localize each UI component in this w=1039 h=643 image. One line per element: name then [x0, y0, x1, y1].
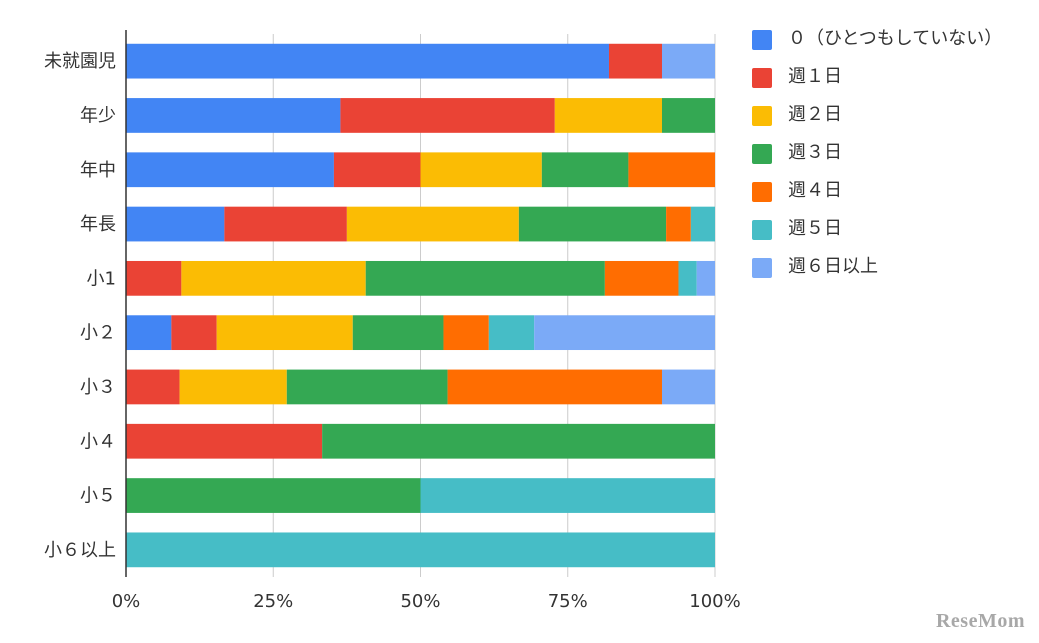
legend-item: 週２日: [752, 104, 1012, 126]
legend-swatch: [752, 68, 772, 88]
legend-item: 週６日以上: [752, 256, 1012, 278]
y-category-label: 小1: [87, 268, 116, 289]
bar-segment: [352, 315, 444, 351]
legend-swatch: [752, 258, 772, 278]
bar-segment: [541, 152, 629, 188]
legend-item: 週１日: [752, 66, 1012, 88]
legend-swatch: [752, 182, 772, 202]
bar-segment: [179, 369, 287, 405]
bar-segment: [126, 315, 172, 351]
y-category-label: 年中: [80, 160, 116, 181]
bar-segment: [661, 369, 715, 405]
legend-label: 週６日以上: [788, 256, 878, 277]
bar-segment: [286, 369, 448, 405]
legend-item: 週５日: [752, 218, 1012, 240]
x-tick-label: 100%: [689, 591, 740, 612]
bar-layer: [126, 43, 715, 568]
legend-label: 週３日: [788, 142, 842, 163]
y-category-label: 年少: [80, 105, 116, 126]
y-category-label: 小２: [80, 323, 116, 344]
y-category-label: 小５: [80, 486, 116, 507]
x-tick-label: 75%: [548, 591, 588, 612]
bar-segment: [126, 43, 609, 79]
legend-label: 週５日: [788, 218, 842, 239]
bar-segment: [661, 98, 715, 133]
bar-segment: [322, 423, 715, 459]
bar-segment: [126, 152, 334, 188]
bar-segment: [340, 98, 555, 133]
bar-segment: [126, 260, 182, 296]
bar-segment: [678, 260, 697, 296]
bar-segment: [604, 260, 679, 296]
bar-segment: [608, 43, 662, 79]
legend-swatch: [752, 144, 772, 164]
bar-segment: [181, 260, 366, 296]
bar-segment: [126, 98, 341, 133]
legend-label: 週４日: [788, 180, 842, 201]
bar-segment: [628, 152, 715, 188]
bar-segment: [126, 206, 225, 242]
legend-item: 週４日: [752, 180, 1012, 202]
bar-segment: [224, 206, 347, 242]
bar-segment: [126, 423, 323, 459]
legend-swatch: [752, 30, 772, 50]
legend-swatch: [752, 220, 772, 240]
bar-segment: [518, 206, 667, 242]
legend-label: 週１日: [788, 66, 842, 87]
legend: ０（ひとつもしていない） 週１日週２日週３日週４日週５日週６日以上: [752, 28, 1012, 294]
bar-segment: [690, 206, 715, 242]
x-tick-label: 0%: [112, 591, 141, 612]
bar-segment: [447, 369, 662, 405]
bar-segment: [126, 478, 421, 513]
y-category-label: 小４: [80, 431, 116, 452]
bar-segment: [216, 315, 353, 351]
bar-segment: [554, 98, 662, 133]
bar-segment: [126, 532, 715, 568]
bar-segment: [346, 206, 519, 242]
watermark-logo: ReseMom: [935, 610, 1025, 632]
bar-segment: [171, 315, 217, 351]
x-tick-label: 25%: [253, 591, 293, 612]
legend-item: ０（ひとつもしていない）: [752, 28, 1012, 50]
bar-segment: [333, 152, 421, 188]
bar-segment: [534, 315, 715, 351]
bar-segment: [365, 260, 605, 296]
y-category-label: 小３: [80, 377, 116, 398]
bar-segment: [696, 260, 715, 296]
y-category-label: 年長: [80, 214, 116, 235]
bar-segment: [666, 206, 691, 242]
bar-segment: [126, 369, 180, 405]
bar-segment: [443, 315, 489, 351]
legend-item: 週３日: [752, 142, 1012, 164]
legend-swatch: [752, 106, 772, 126]
bar-segment: [661, 43, 715, 79]
x-tick-label: 50%: [400, 591, 440, 612]
bar-segment: [420, 152, 542, 188]
y-category-label: 小６以上: [44, 540, 116, 561]
legend-label: ０（ひとつもしていない）: [788, 28, 1003, 49]
y-category-label: 未就園児: [44, 51, 116, 72]
legend-label: 週２日: [788, 104, 842, 125]
bar-segment: [420, 478, 715, 513]
bar-segment: [488, 315, 535, 351]
